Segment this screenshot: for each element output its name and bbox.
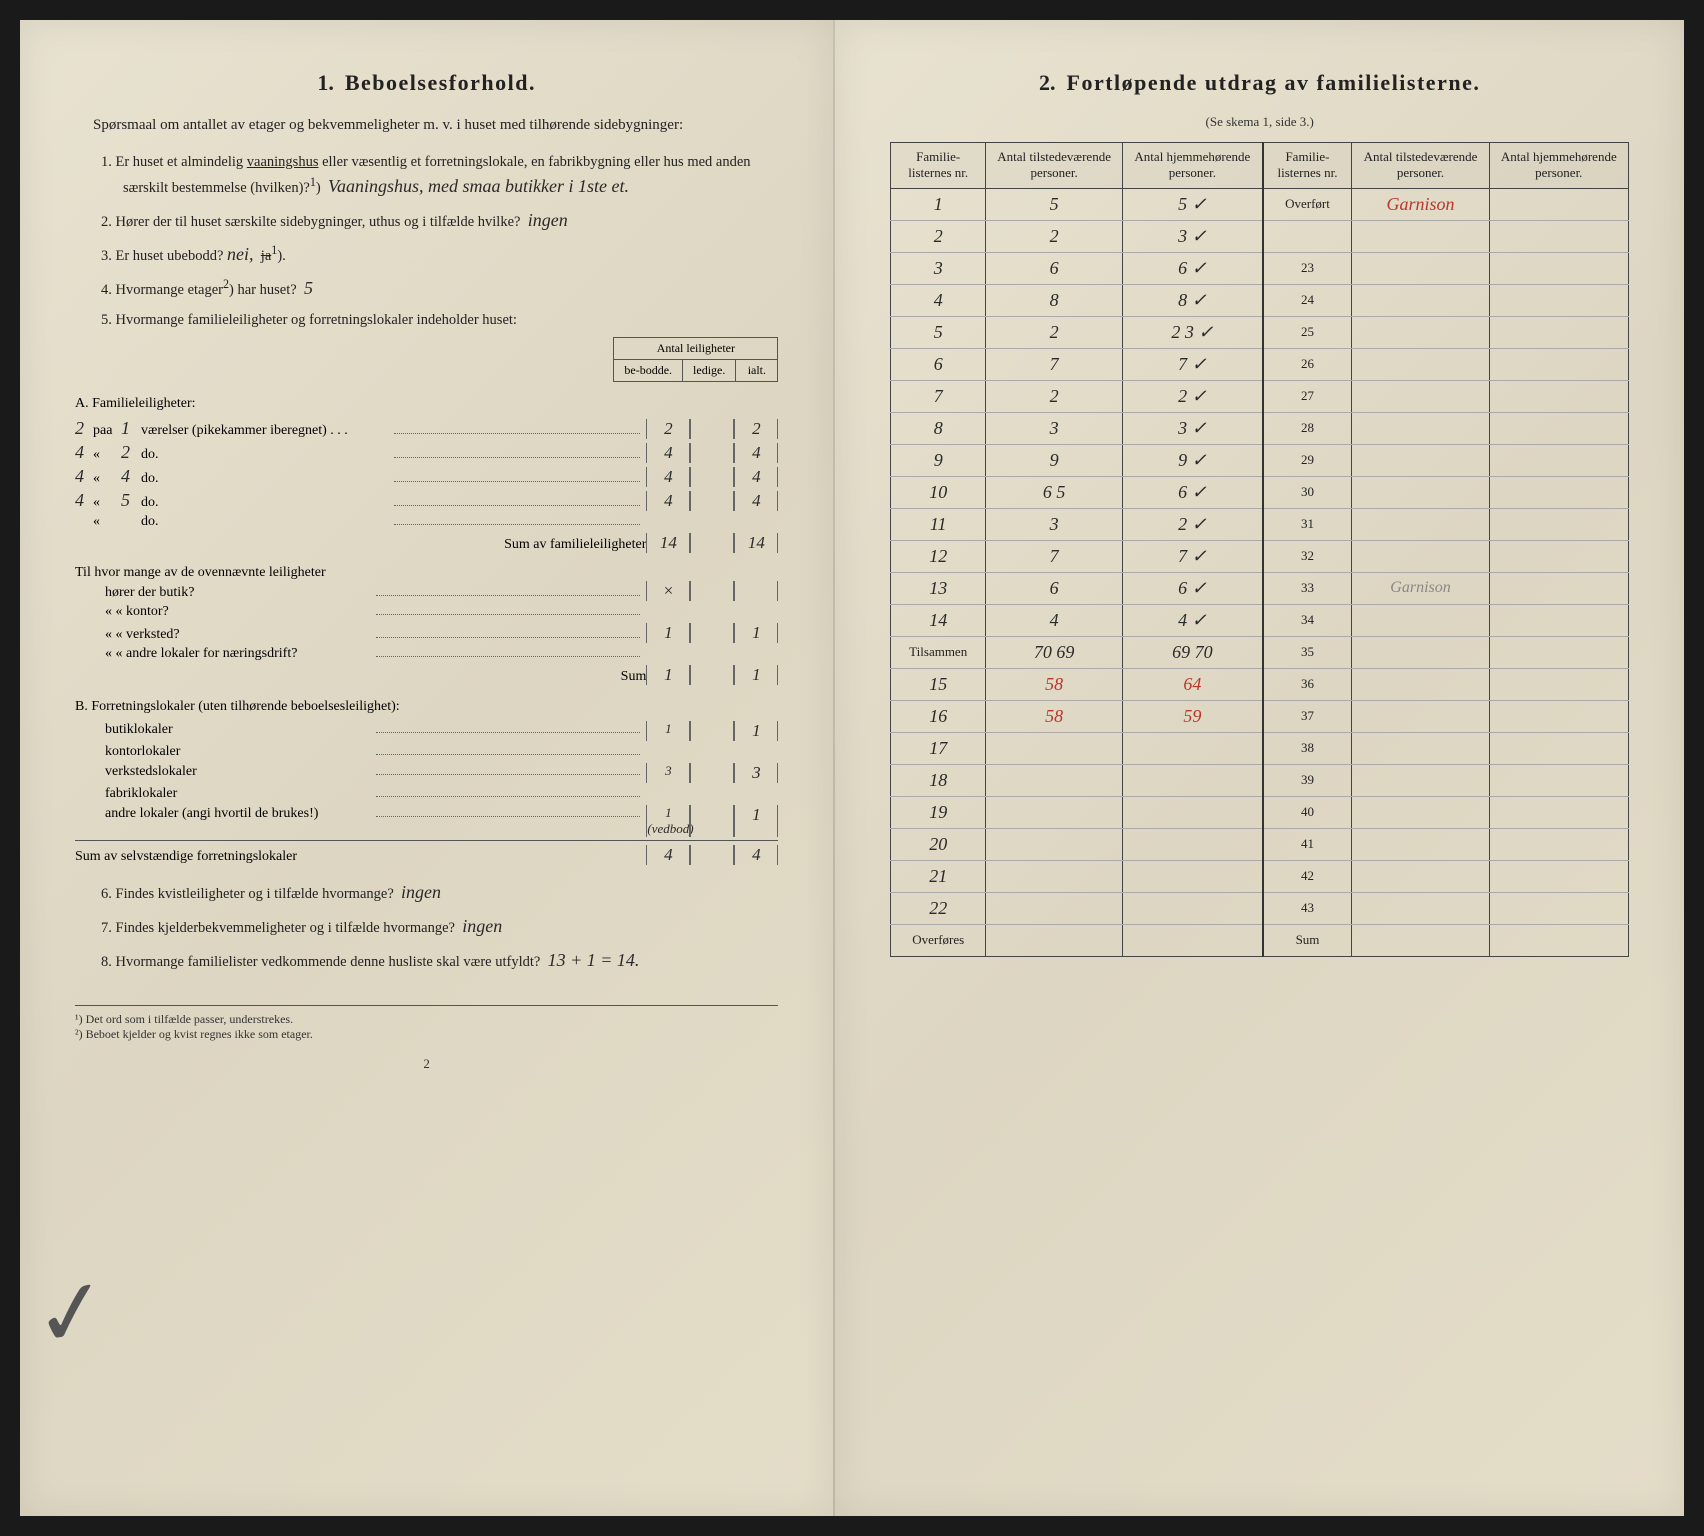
table-row: Tilsammen70 6969 7035	[891, 636, 1629, 668]
th-c2: Antal tilstedeværende personer.	[986, 143, 1123, 189]
a-sum-row: Sum av familieleiligheter 14 14	[75, 533, 778, 553]
table-row: 677 ✓26	[891, 348, 1629, 380]
table-row: 1940	[891, 796, 1629, 828]
table-row: 1738	[891, 732, 1629, 764]
table-row: 155 ✓OverførtGarnison	[891, 188, 1629, 220]
q7: 7. Findes kjelderbekvemmeligheter og i t…	[101, 913, 778, 941]
footnotes: ¹) Det ord som i tilfælde passer, unders…	[75, 1005, 778, 1042]
section-a: A. Familieleiligheter: 2paa1værelser (pi…	[75, 396, 778, 865]
th-c5: Antal tilstedeværende personer.	[1352, 143, 1489, 189]
q2-answer: ingen	[528, 210, 568, 230]
table-row: 2041	[891, 828, 1629, 860]
q6: 6. Findes kvistleiligheter og i tilfælde…	[101, 879, 778, 907]
q4-answer: 5	[304, 278, 313, 298]
footnote-1: ¹) Det ord som i tilfælde passer, unders…	[75, 1012, 778, 1027]
sub-row: hører der butik?×	[75, 581, 778, 601]
table-row: 15586436	[891, 668, 1629, 700]
table-row: 106 56 ✓30	[891, 476, 1629, 508]
left-section-title: 1. Beboelsesforhold.	[75, 70, 778, 96]
table-row: 999 ✓29	[891, 444, 1629, 476]
table-row: 223 ✓	[891, 220, 1629, 252]
table-row: 522 3 ✓25	[891, 316, 1629, 348]
table-row: 1366 ✓33Garnison	[891, 572, 1629, 604]
family-list-table: Familie-listernes nr. Antal tilstedevære…	[890, 142, 1629, 957]
table-row: 1277 ✓32	[891, 540, 1629, 572]
document-spread: 1. Beboelsesforhold. Spørsmaal om antall…	[20, 20, 1684, 1516]
q1-answer: Vaaningshus, med smaa butikker i 1ste et…	[328, 176, 629, 196]
b-sum-row: Sum av selvstændige forretningslokaler 4…	[75, 840, 778, 865]
q8-answer: 13 + 1 = 14.	[548, 950, 640, 970]
q5: 5. Hvormange familieleiligheter og forre…	[101, 309, 778, 331]
q2: 2. Hører der til huset særskilte sidebyg…	[101, 207, 778, 235]
q7-answer: ingen	[462, 916, 502, 936]
page-number: 2	[75, 1056, 778, 1072]
q3: 3. Er huset ubebodd? nei, ja1).	[101, 241, 778, 269]
a-row: «do.	[75, 514, 778, 530]
a-row: 4«5do.44	[75, 490, 778, 511]
table-row: 2142	[891, 860, 1629, 892]
table-row: 1132 ✓31	[891, 508, 1629, 540]
table-row: 2243	[891, 892, 1629, 924]
leilighet-header-table: Antal leiligheter be-bodde. ledige. ialt…	[613, 337, 778, 382]
q4: 4. Hvormange etager2) har huset? 5	[101, 275, 778, 303]
question-list: 1. Er huset et almindelig vaaningshus el…	[75, 151, 778, 332]
q1: 1. Er huset et almindelig vaaningshus el…	[101, 151, 778, 201]
sub-row: « « kontor?	[75, 604, 778, 620]
sub-row: « « verksted?11	[75, 623, 778, 643]
left-page: 1. Beboelsesforhold. Spørsmaal om antall…	[20, 20, 835, 1516]
b-row: kontorlokaler	[75, 744, 778, 760]
th-c4: Familie-listernes nr.	[1263, 143, 1352, 189]
b-row: butiklokaler11	[75, 721, 778, 741]
b-row: verkstedslokaler33	[75, 763, 778, 783]
sub-sum-row: Sum 1 1	[75, 665, 778, 685]
th-c3: Antal hjemmehørende personer.	[1123, 143, 1263, 189]
section-b-title: B. Forretningslokaler (uten tilhørende b…	[75, 699, 778, 715]
a-row: 4«2do.44	[75, 442, 778, 463]
a-row: 2paa1værelser (pikekammer iberegnet) . .…	[75, 418, 778, 439]
table-row: OverføresSum	[891, 924, 1629, 956]
table-row: 488 ✓24	[891, 284, 1629, 316]
table-row: 1839	[891, 764, 1629, 796]
mini-c1: be-bodde.	[614, 360, 683, 382]
right-section-title: 2. Fortløpende utdrag av familielisterne…	[890, 70, 1629, 96]
question-list-2: 6. Findes kvistleiligheter og i tilfælde…	[75, 879, 778, 975]
sub-q-intro: Til hvor mange av de ovennævnte leilighe…	[75, 565, 778, 581]
footnote-2: ²) Beboet kjelder og kvist regnes ikke s…	[75, 1027, 778, 1042]
mini-top: Antal leiligheter	[614, 338, 778, 360]
mini-c2: ledige.	[683, 360, 736, 382]
intro-text: Spørsmaal om antallet av etager og bekve…	[75, 114, 778, 137]
right-subtitle: (Se skema 1, side 3.)	[890, 114, 1629, 130]
mini-c3: ialt.	[736, 360, 778, 382]
th-c1: Familie-listernes nr.	[891, 143, 986, 189]
b-row: fabriklokaler	[75, 786, 778, 802]
table-row: 366 ✓23	[891, 252, 1629, 284]
th-c6: Antal hjemmehørende personer.	[1489, 143, 1628, 189]
right-page: 2. Fortløpende utdrag av familielisterne…	[835, 20, 1684, 1516]
section-a-title: A. Familieleiligheter:	[75, 396, 778, 412]
q3-answer: nei,	[227, 244, 254, 264]
a-row: 4«4do.44	[75, 466, 778, 487]
table-row: 1444 ✓34	[891, 604, 1629, 636]
b-row: andre lokaler (angi hvortil de brukes!)1…	[75, 805, 778, 837]
table-row: 833 ✓28	[891, 412, 1629, 444]
table-row: 722 ✓27	[891, 380, 1629, 412]
big-checkmark: ✓	[27, 1256, 116, 1370]
q8: 8. Hvormange familielister vedkommende d…	[101, 947, 778, 975]
sub-row: « « andre lokaler for næringsdrift?	[75, 646, 778, 662]
q6-answer: ingen	[401, 882, 441, 902]
table-row: 16585937	[891, 700, 1629, 732]
